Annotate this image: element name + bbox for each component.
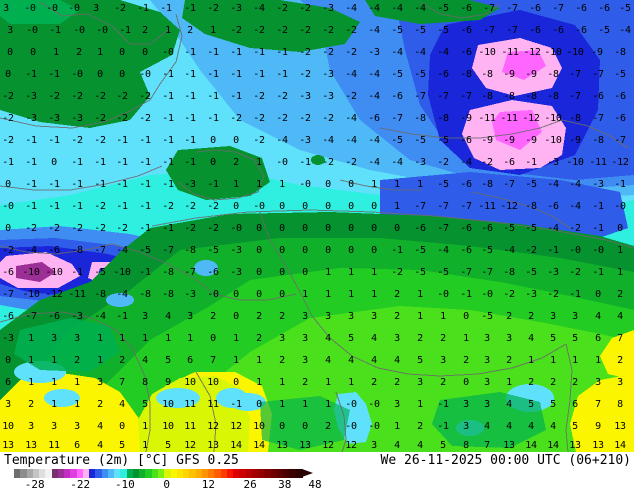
colorbar-segment [126,469,134,478]
color-scale[interactable] [14,469,314,478]
colorbar-segment [276,469,285,478]
land-shading-dark-b [432,392,546,448]
colorbar-segment [89,469,97,478]
colorbar-segment [26,469,34,478]
cold-pocket-lake-b [44,389,80,407]
cold-core-magenta-upper [502,50,546,80]
colorbar-segment [226,469,235,478]
colorbar-segment [76,469,84,478]
warm-region-yellow-se-lobe [600,330,634,380]
colorbar-segment [120,469,128,478]
colorbar-segment [82,469,91,478]
cold-core-violet-left [16,262,56,282]
temperature-field-raster [0,0,634,452]
colorbar-tick: 26 [243,478,257,490]
colorbar-segment [95,469,103,478]
coastline-overlay [0,1,634,452]
colorbar-segment [101,469,109,478]
colorbar-segment [45,469,53,478]
colorbar-over-arrow [302,469,313,477]
colorbar-tick: -28 [24,478,45,490]
land-north-center [182,0,360,52]
colorbar-gradient [14,469,303,478]
colorbar-segment [270,469,278,478]
colorbar-segment [51,469,59,478]
colorbar-tick: 0 [163,478,170,490]
cold-pocket-lake-c [156,388,200,408]
colorbar-segment [32,469,41,478]
land-northeast-dark [0,0,80,24]
colorbar-segment [183,469,191,478]
colorbar-segment [295,469,303,478]
colorbar-segment [220,469,228,478]
colorbar-segment [158,469,166,478]
colorbar-tick: -22 [70,478,91,490]
colorbar-segment [201,469,210,478]
colorbar-segment [176,469,185,478]
colorbar-tick: -10 [114,478,135,490]
warm-region-yellow-southeast [570,374,634,452]
colorbar-segment [20,469,28,478]
map-legend-footer: Temperature (2m) [°C] GFS 0.25 We 26-11-… [0,452,634,490]
colorbar-segment [189,469,197,478]
colorbar-segment [170,469,178,478]
colorbar-segment [214,469,222,478]
colorbar-segment [64,469,72,478]
colorbar-segment [195,469,203,478]
colorbar-segment [233,469,241,478]
colorbar-segment [283,469,291,478]
island-north-c [311,155,325,165]
product-title: Temperature (2m) [°C] GFS 0.25 [4,453,239,468]
colorbar-segment [289,469,297,478]
land-north-east [365,0,500,24]
colorbar-segment [164,469,172,478]
colorbar-segment [14,469,22,478]
land-shading-dark-c [260,396,350,450]
island-north-a [182,151,210,165]
colorbar-segment [151,469,159,478]
colorbar-segment [145,469,153,478]
colorbar-segment [251,469,260,478]
colorbar-segment [132,469,141,478]
colorbar-segment [57,469,66,478]
cold-core-magenta-lower [492,110,542,150]
valid-time-stamp: We 26-11-2025 00:00 UTC (06+210) [380,453,631,468]
colorbar-tick: 12 [201,478,216,490]
colorbar-segment [239,469,247,478]
colorbar-segment [114,469,122,478]
land-shading-dark-a [14,318,120,372]
colorbar-segment [208,469,216,478]
colorbar-segment [107,469,116,478]
island-north-b [223,169,241,183]
temperature-map[interactable]: 3 -0 -0 -0 3 -2 -1 -1 -1 -2 -3 -4 -2 -2 -3 -4 -4 -4 -4 -5 -6… [0,0,634,452]
land-northwest [0,0,180,128]
colorbar-segment [258,469,266,478]
cold-pocket-lake-h [106,293,134,307]
colorbar-segment [39,469,47,478]
colorbar-tick: 48 [308,478,322,490]
colorbar-segment [139,469,147,478]
cold-pocket-lake-i [194,260,218,276]
warm-region-yellow-southwest [0,372,150,452]
colorbar-tick: 38 [278,478,292,490]
cold-pocket-lake-e [230,393,266,411]
colorbar-segment [264,469,272,478]
colorbar-segment [70,469,78,478]
colorbar-segment [245,469,253,478]
